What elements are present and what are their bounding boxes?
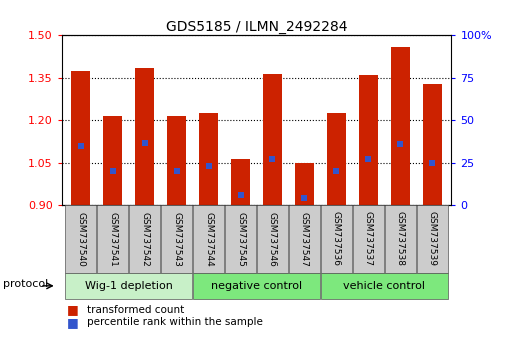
- Bar: [321, 205, 352, 273]
- Text: protocol: protocol: [3, 279, 48, 289]
- Bar: [129, 205, 160, 273]
- Text: GSM737547: GSM737547: [300, 211, 309, 267]
- Bar: [97, 205, 128, 273]
- Bar: [385, 205, 416, 273]
- Bar: [289, 205, 320, 273]
- Bar: [199, 113, 218, 205]
- Bar: [225, 205, 256, 273]
- Bar: [65, 273, 192, 299]
- Bar: [161, 205, 192, 273]
- Text: GSM737545: GSM737545: [236, 211, 245, 267]
- Bar: [103, 116, 122, 205]
- Bar: [353, 205, 384, 273]
- Text: GSM737544: GSM737544: [204, 212, 213, 266]
- Bar: [193, 273, 320, 299]
- Text: percentile rank within the sample: percentile rank within the sample: [87, 317, 263, 327]
- Bar: [167, 116, 186, 205]
- Text: GSM737546: GSM737546: [268, 211, 277, 267]
- Bar: [391, 47, 410, 205]
- Text: GSM737540: GSM737540: [76, 211, 85, 267]
- Text: transformed count: transformed count: [87, 305, 185, 315]
- Bar: [231, 159, 250, 205]
- Bar: [65, 205, 96, 273]
- Text: GSM737536: GSM737536: [332, 211, 341, 267]
- Text: ■: ■: [67, 316, 78, 329]
- Text: ■: ■: [67, 303, 78, 316]
- Text: GSM737539: GSM737539: [428, 211, 437, 267]
- Bar: [193, 205, 224, 273]
- Bar: [295, 163, 314, 205]
- Bar: [359, 75, 378, 205]
- Text: GSM737541: GSM737541: [108, 211, 117, 267]
- Title: GDS5185 / ILMN_2492284: GDS5185 / ILMN_2492284: [166, 21, 347, 34]
- Bar: [417, 205, 448, 273]
- Bar: [321, 273, 448, 299]
- Bar: [423, 84, 442, 205]
- Text: GSM737543: GSM737543: [172, 211, 181, 267]
- Bar: [263, 74, 282, 205]
- Bar: [135, 68, 154, 205]
- Bar: [257, 205, 288, 273]
- Text: GSM737542: GSM737542: [140, 212, 149, 266]
- Text: GSM737538: GSM737538: [396, 211, 405, 267]
- Bar: [71, 71, 90, 205]
- Text: negative control: negative control: [211, 281, 302, 291]
- Text: GSM737537: GSM737537: [364, 211, 373, 267]
- Bar: [327, 113, 346, 205]
- Text: Wig-1 depletion: Wig-1 depletion: [85, 281, 172, 291]
- Text: vehicle control: vehicle control: [343, 281, 425, 291]
